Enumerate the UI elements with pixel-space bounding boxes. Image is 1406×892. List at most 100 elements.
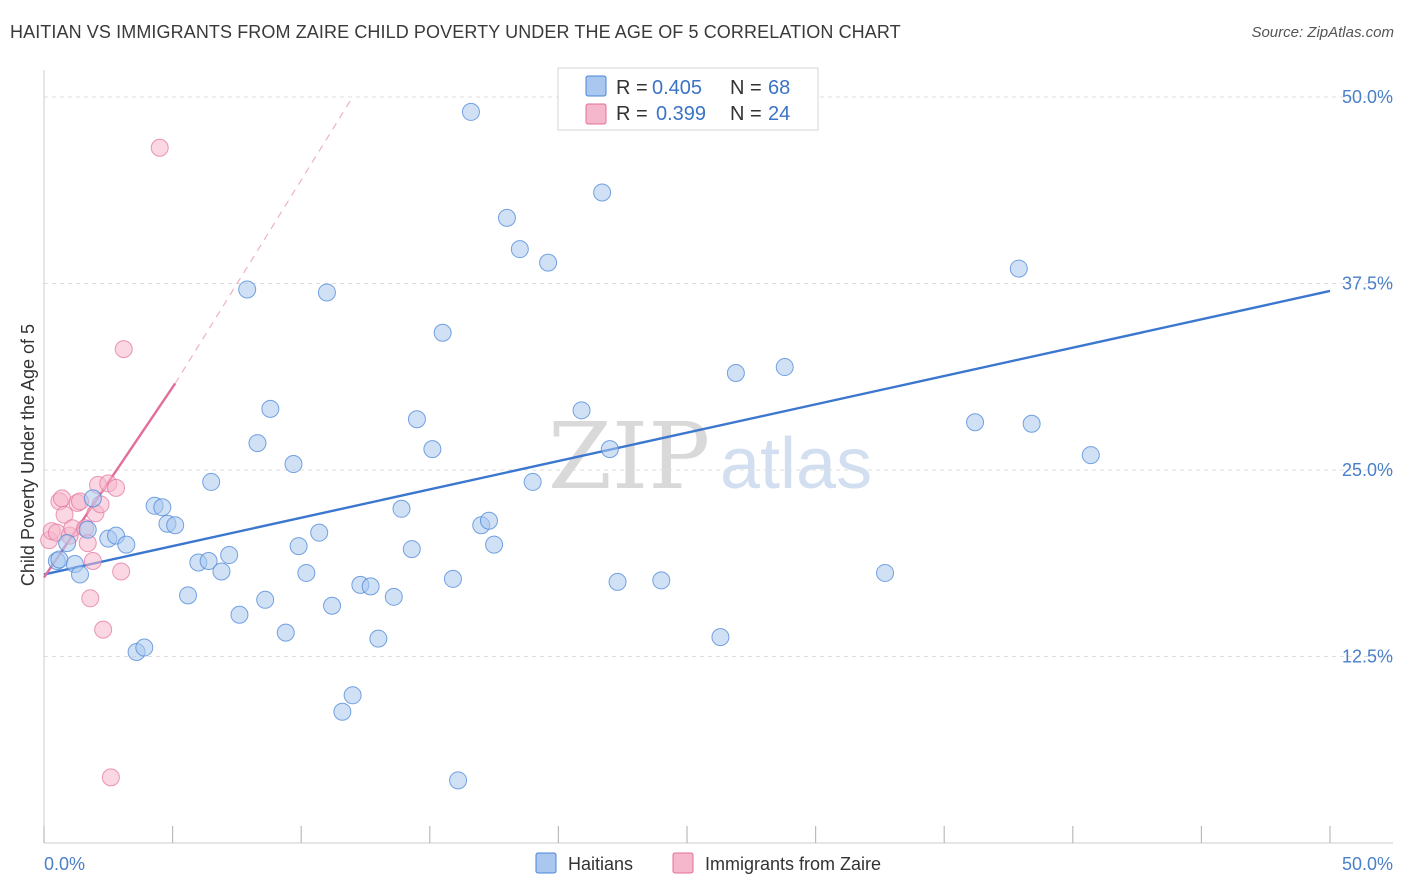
y-tick-label: 25.0%: [1342, 460, 1393, 480]
haitian-point: [600, 440, 619, 459]
haitian-point: [652, 571, 671, 590]
haitian-point: [248, 434, 267, 453]
x-tick-label-max: 50.0%: [1342, 854, 1393, 874]
legend-r-value-zaire: 0.399: [656, 103, 706, 125]
x-tick-label-min: 0.0%: [44, 854, 85, 874]
haitian-trend-line: [43, 289, 1331, 576]
bottom-legend-label-haitians: Haitians: [568, 854, 633, 874]
haitian-point: [153, 498, 172, 517]
haitian-point: [343, 686, 362, 705]
haitian-point: [384, 587, 403, 606]
gridlines: [44, 96, 1393, 657]
y-tick-labels: 12.5% 25.0% 37.5% 50.0%: [1342, 87, 1393, 667]
zaire-point: [94, 620, 113, 639]
haitian-point: [58, 534, 77, 553]
haitian-point: [361, 577, 380, 596]
haitian-point: [276, 623, 295, 642]
y-tick-label: 37.5%: [1342, 274, 1393, 294]
haitian-point: [593, 183, 612, 202]
haitian-point: [117, 535, 136, 554]
haitian-point: [230, 605, 249, 624]
haitian-point: [297, 563, 316, 582]
haitian-point: [261, 399, 280, 418]
haitian-point: [407, 410, 426, 429]
haitian-point: [50, 550, 69, 569]
haitian-point: [166, 516, 185, 535]
zaire-point: [83, 552, 102, 571]
haitian-point: [1009, 259, 1028, 278]
zaire-point: [107, 478, 126, 497]
zaire-trend-extension: [174, 96, 354, 384]
haitian-point: [775, 358, 794, 377]
haitian-point: [608, 572, 627, 591]
haitian-point: [289, 537, 308, 556]
haitian-point: [238, 280, 257, 299]
legend-swatch-zaire: [585, 103, 607, 125]
haitian-point: [212, 562, 231, 581]
haitian-point: [479, 511, 498, 530]
zaire-point: [150, 138, 169, 157]
haitian-point: [510, 240, 529, 259]
axes: [43, 70, 1393, 844]
haitian-point: [369, 629, 388, 648]
zaire-point: [101, 768, 120, 787]
haitian-point: [726, 364, 745, 383]
haitian-point: [497, 208, 516, 227]
legend-r-label-zaire: R =: [616, 103, 648, 125]
bottom-legend-label-zaire: Immigrants from Zaire: [705, 854, 881, 874]
haitian-point: [284, 455, 303, 474]
haitian-point: [402, 540, 421, 559]
haitian-point: [423, 440, 442, 459]
haitian-point: [539, 253, 558, 272]
bottom-legend-swatch-haitians: [535, 852, 557, 874]
zaire-point: [112, 562, 131, 581]
series-legend: Haitians Immigrants from Zaire: [535, 852, 881, 874]
chart-title: HAITIAN VS IMMIGRANTS FROM ZAIRE CHILD P…: [10, 22, 901, 42]
zaire-point: [114, 340, 133, 359]
zaire-point: [55, 505, 74, 524]
watermark-atlas: atlas: [720, 424, 872, 504]
legend-n-value-zaire: 24: [768, 103, 790, 125]
haitian-point: [256, 590, 275, 609]
y-tick-label: 12.5%: [1342, 647, 1393, 667]
legend-n-label-zaire: N =: [730, 103, 762, 125]
haitian-point: [1081, 446, 1100, 465]
haitian-point: [83, 489, 102, 508]
haitian-point: [433, 323, 452, 342]
haitian-point: [71, 565, 90, 584]
y-tick-label: 50.0%: [1342, 87, 1393, 107]
legend-r-label-haitians: R =: [616, 77, 648, 99]
haitian-point: [199, 552, 218, 571]
haitian-point: [179, 586, 198, 605]
legend-swatch-haitians: [585, 75, 607, 97]
haitian-point: [711, 628, 730, 647]
haitian-point: [523, 472, 542, 491]
haitian-point: [135, 638, 154, 657]
haitian-point: [449, 771, 468, 790]
haitian-point: [323, 596, 342, 615]
haitian-point: [485, 535, 504, 554]
haitian-point: [443, 569, 462, 588]
zaire-point: [81, 589, 100, 608]
zaire-point: [53, 489, 72, 508]
watermark-zip: ZIP: [548, 403, 710, 510]
haitian-point: [461, 102, 480, 121]
bottom-legend-swatch-zaire: [672, 852, 694, 874]
legend-r-value-haitians: 0.405: [652, 77, 702, 99]
haitian-point: [317, 283, 336, 302]
haitian-point: [966, 413, 985, 432]
haitian-point: [1022, 414, 1041, 433]
zaire-points: [40, 138, 169, 787]
haitian-point: [202, 472, 221, 491]
legend-n-label-haitians: N =: [730, 77, 762, 99]
haitian-point: [333, 702, 352, 721]
haitian-point: [572, 401, 591, 420]
y-axis-title: Child Poverty Under the Age of 5: [18, 324, 38, 586]
haitian-points: [47, 102, 1100, 790]
source-label: Source: ZipAtlas.com: [1251, 24, 1394, 41]
haitian-point: [310, 523, 329, 542]
haitian-point: [876, 563, 895, 582]
legend-n-value-haitians: 68: [768, 77, 790, 99]
stats-legend: R = 0.405 N = 68 R = 0.399 N = 24: [557, 67, 819, 131]
